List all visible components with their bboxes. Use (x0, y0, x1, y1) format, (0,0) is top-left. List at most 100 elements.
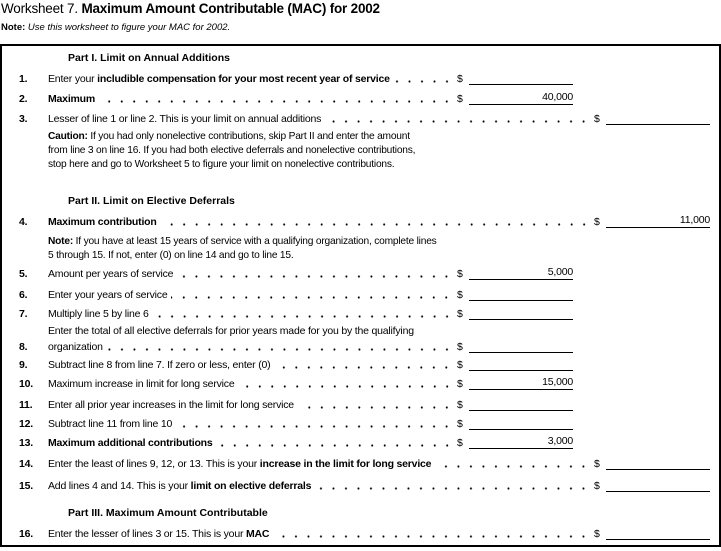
dot-leader (274, 366, 453, 369)
dollar-sign: $ (457, 341, 463, 353)
line-2: 2. Maximum $40,000 (19, 91, 573, 105)
line-9-amount-field[interactable] (469, 357, 573, 371)
label-text: Subtract line 11 from line 10 (48, 418, 173, 430)
dot-leader (160, 223, 590, 226)
label-bold: includible compensation for your most re… (97, 73, 390, 85)
line-label: Amount per years of service (48, 268, 174, 280)
line-label: Maximum additional contributions (48, 437, 213, 449)
dot-leader (106, 348, 453, 351)
line-number: 9. (19, 359, 28, 371)
dollar-sign: $ (457, 399, 463, 411)
line-label: Enter your years of service (48, 289, 168, 301)
line-label: Multiply line 5 by line 6 (48, 308, 149, 320)
dollar-sign: $ (457, 289, 463, 301)
label-text: Add lines 4 and 14. This is your (48, 480, 191, 492)
dot-leader (216, 444, 453, 447)
line-6: 6. Enter your years of service $ (19, 287, 573, 301)
line-number: 8. (19, 341, 28, 353)
line-label: Add lines 4 and 14. This is your limit o… (48, 480, 311, 492)
line-number: 1. (19, 73, 28, 85)
line-number: 5. (19, 268, 28, 280)
dot-leader (238, 385, 453, 388)
dot-leader (315, 487, 590, 490)
line-number: 16. (19, 528, 33, 540)
line-number: 4. (19, 216, 28, 228)
dollar-sign: $ (457, 93, 463, 105)
line-1-amount-field[interactable] (469, 71, 573, 85)
note2-paragraph: Note: If you have at least 15 years of s… (48, 235, 438, 263)
dot-leader (152, 315, 453, 318)
line-number: 11. (19, 399, 33, 411)
label-text: Enter the least of lines 9, 12, or 13. T… (48, 458, 260, 470)
label-bold: increase in the limit for long service (259, 458, 432, 470)
line-number: 14. (19, 458, 33, 470)
line-number: 2. (19, 93, 28, 105)
line-label: Enter the least of lines 9, 12, or 13. T… (48, 458, 432, 470)
dollar-sign: $ (594, 216, 600, 228)
line-label: Subtract line 8 from line 7. If zero or … (48, 359, 271, 371)
dollar-sign: $ (457, 359, 463, 371)
line-4: 4. Maximum contribution $11,000 (19, 214, 710, 228)
dot-leader (393, 80, 453, 83)
label-bold: Maximum additional contributions (48, 437, 213, 449)
line-11-amount-field[interactable] (469, 397, 573, 411)
line-number: 7. (19, 308, 28, 320)
label-text: Subtract line 8 from line 7. If zero or … (48, 359, 271, 371)
line-7-amount-field[interactable] (469, 306, 573, 320)
line-6-amount-field[interactable] (469, 287, 573, 301)
line-5-amount-field[interactable]: 5,000 (469, 266, 573, 280)
label-text: Lesser of line 1 or line 2. This is your… (48, 113, 322, 125)
title-prefix: Worksheet 7. (1, 1, 78, 16)
note-label: Note: (1, 22, 26, 33)
line-14: 14. Enter the least of lines 9, 12, or 13… (19, 456, 710, 470)
line-number: 10. (19, 378, 33, 390)
line-label: Maximum contribution (48, 216, 157, 228)
dot-leader (99, 100, 453, 103)
line-14-amount-field[interactable] (606, 456, 710, 470)
label-bold: Maximum contribution (48, 216, 157, 228)
line-number: 3. (19, 113, 28, 125)
line-12-amount-field[interactable] (469, 416, 573, 430)
line-4-amount-field[interactable]: 11,000 (606, 214, 710, 228)
part3-heading: Part III. Maximum Amount Contributable (68, 507, 268, 519)
caution-paragraph: Caution: If you had only nonelective con… (48, 130, 428, 172)
line-label: Maximum increase in limit for long servi… (48, 378, 235, 390)
dollar-sign: $ (457, 437, 463, 449)
dollar-sign: $ (594, 113, 600, 125)
line-11: 11. Enter all prior year increases in the… (19, 397, 573, 411)
line-label: Lesser of line 1 or line 2. This is your… (48, 113, 321, 125)
line-5: 5. Amount per years of service $5,000 (19, 266, 573, 280)
label-text: Enter the lesser of lines 3 or 15. This … (48, 528, 246, 540)
dot-leader (297, 406, 453, 409)
dollar-sign: $ (594, 480, 600, 492)
line-label: Maximum (48, 93, 95, 105)
label-bold: MAC (245, 528, 270, 540)
line-15-amount-field[interactable] (606, 478, 710, 492)
line-label: Subtract line 11 from line 10 (48, 418, 172, 430)
line-16-amount-field[interactable] (606, 526, 710, 540)
line-10-amount-field[interactable]: 15,000 (469, 376, 573, 390)
worksheet-box (0, 44, 721, 547)
line-3-amount-field[interactable] (606, 111, 710, 125)
line-number: 15. (19, 480, 33, 492)
dollar-sign: $ (594, 528, 600, 540)
note2-text: If you have at least 15 years of service… (48, 236, 437, 261)
dot-leader (177, 275, 453, 278)
label-text: Enter your years of service (48, 289, 168, 301)
line-label: Enter your includible compensation for y… (48, 73, 390, 85)
label-text: Multiply line 5 by line 6 (48, 308, 149, 320)
label-text: organization (48, 341, 103, 353)
line-13-amount-field[interactable]: 3,000 (469, 435, 573, 449)
line-2-amount-field[interactable]: 40,000 (469, 91, 573, 105)
dot-leader (171, 296, 453, 299)
line-8-amount-field[interactable] (469, 339, 573, 353)
dot-leader (325, 120, 590, 123)
line-number: 6. (19, 289, 28, 301)
line-label: Enter the lesser of lines 3 or 15. This … (48, 528, 269, 540)
line-number: 12. (19, 418, 33, 430)
part1-heading: Part I. Limit on Annual Additions (68, 52, 230, 64)
line-8-first-line: Enter the total of all elective deferral… (48, 325, 414, 337)
dollar-sign: $ (594, 458, 600, 470)
label-bold: limit on elective deferrals (190, 480, 312, 492)
dot-leader (176, 425, 453, 428)
